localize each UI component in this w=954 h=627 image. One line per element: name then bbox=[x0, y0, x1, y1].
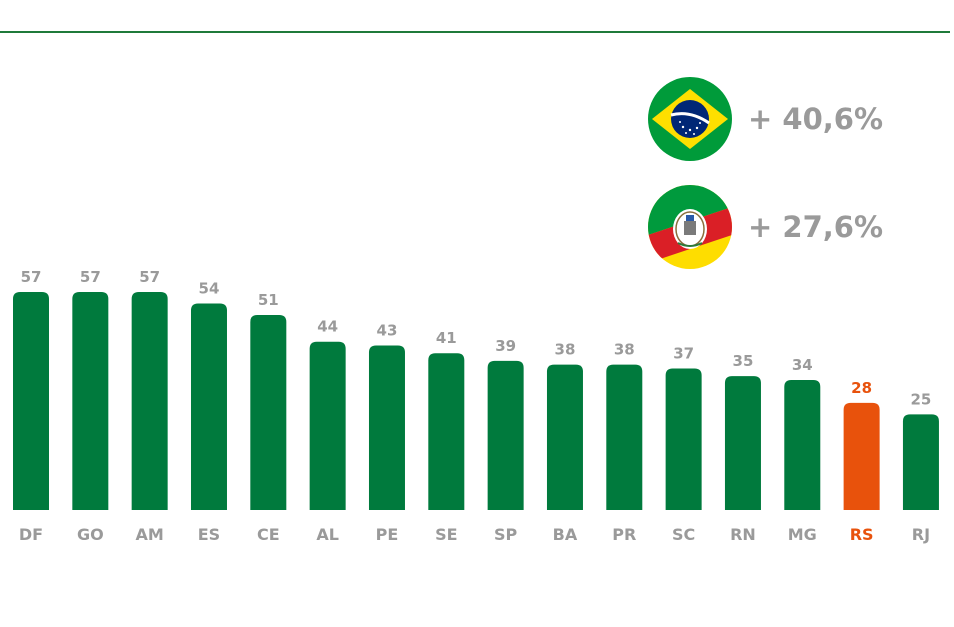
value-label-es: 54 bbox=[199, 279, 220, 297]
value-label-ba: 38 bbox=[555, 341, 576, 359]
category-label-ba: BA bbox=[553, 525, 578, 544]
bar-pe bbox=[368, 345, 405, 510]
bar-sc bbox=[665, 368, 702, 510]
bar-al bbox=[309, 341, 346, 510]
category-label-am: AM bbox=[136, 525, 164, 544]
bar-ce bbox=[250, 314, 287, 510]
bar-rj bbox=[902, 414, 939, 510]
value-label-am: 57 bbox=[139, 268, 160, 286]
legend-brazil-value: + 40,6% bbox=[748, 102, 884, 136]
legend-rio-grande-do-sul: + 27,6% bbox=[648, 185, 883, 269]
value-label-rn: 35 bbox=[733, 352, 754, 370]
category-label-df: DF bbox=[19, 525, 43, 544]
brazil-flag-icon bbox=[648, 77, 732, 161]
value-label-rs: 28 bbox=[851, 379, 872, 397]
rio-grande-do-sul-flag-icon bbox=[648, 185, 732, 269]
bar-sp bbox=[487, 360, 524, 510]
category-label-es: ES bbox=[198, 525, 220, 544]
category-label-se: SE bbox=[435, 525, 457, 544]
value-label-rj: 25 bbox=[911, 390, 932, 408]
value-label-al: 44 bbox=[317, 318, 338, 336]
value-label-sc: 37 bbox=[673, 344, 694, 362]
value-label-go: 57 bbox=[80, 268, 101, 286]
legend-rio-grande-do-sul-value: + 27,6% bbox=[748, 210, 884, 244]
category-label-pe: PE bbox=[376, 525, 399, 544]
bar-go bbox=[72, 292, 109, 510]
value-label-pe: 43 bbox=[377, 322, 398, 340]
value-label-mg: 34 bbox=[792, 356, 813, 374]
bar-am bbox=[131, 292, 168, 510]
bar-es bbox=[190, 303, 227, 510]
bar-df bbox=[13, 292, 49, 510]
category-label-pr: PR bbox=[612, 525, 636, 544]
category-label-ce: CE bbox=[257, 525, 280, 544]
value-label-se: 41 bbox=[436, 329, 457, 347]
value-label-pr: 38 bbox=[614, 341, 635, 359]
bar-se bbox=[428, 353, 465, 510]
value-label-df: 57 bbox=[21, 268, 42, 286]
bar-pr bbox=[606, 364, 643, 510]
bar-rn bbox=[724, 376, 761, 510]
category-label-rj: RJ bbox=[912, 525, 930, 544]
value-label-sp: 39 bbox=[495, 337, 516, 355]
bar-ba bbox=[546, 364, 583, 510]
category-label-go: GO bbox=[77, 525, 104, 544]
bar-rs bbox=[843, 402, 880, 510]
category-label-al: AL bbox=[316, 525, 339, 544]
value-label-ce: 51 bbox=[258, 291, 279, 309]
category-label-mg: MG bbox=[788, 525, 817, 544]
category-label-sc: SC bbox=[672, 525, 695, 544]
category-label-sp: SP bbox=[494, 525, 518, 544]
bar-mg bbox=[784, 379, 821, 510]
legend-brazil: + 40,6% bbox=[648, 77, 883, 161]
category-label-rs: RS bbox=[850, 525, 874, 544]
top-rule bbox=[0, 31, 950, 33]
category-label-rn: RN bbox=[730, 525, 756, 544]
